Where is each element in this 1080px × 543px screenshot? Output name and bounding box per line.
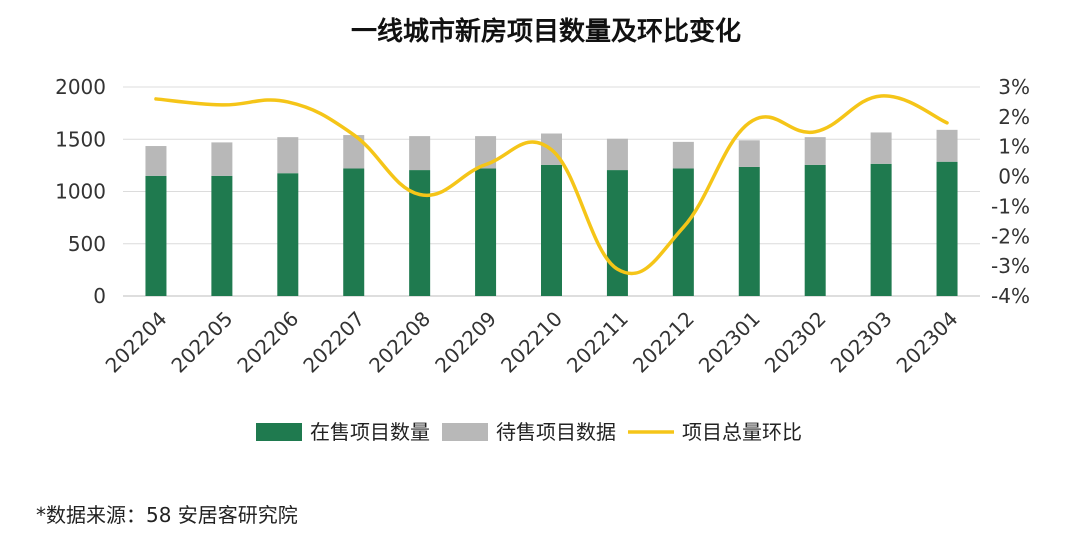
bar-pending bbox=[475, 136, 497, 169]
bar-pending bbox=[870, 132, 892, 164]
x-tick-label: 202304 bbox=[892, 307, 963, 378]
y-right-tick-label: -2% bbox=[991, 224, 1030, 248]
y-right-tick-label: -1% bbox=[991, 194, 1030, 218]
bar-on-sale bbox=[804, 164, 826, 296]
x-tick-label: 202206 bbox=[232, 307, 303, 378]
bar-on-sale bbox=[606, 170, 628, 296]
x-tick-label: 202208 bbox=[364, 307, 435, 378]
y-left-tick-label: 1500 bbox=[55, 127, 106, 151]
y-right-tick-label: 1% bbox=[998, 135, 1030, 159]
y-right-tick-label: 0% bbox=[998, 165, 1030, 189]
chart-title: 一线城市新房项目数量及环比变化 bbox=[351, 16, 741, 47]
legend-swatch bbox=[256, 423, 302, 441]
x-tick-label: 202207 bbox=[298, 307, 369, 378]
y-right-tick-label: -4% bbox=[991, 284, 1030, 308]
x-tick-label: 202302 bbox=[760, 307, 831, 378]
bar-on-sale bbox=[343, 168, 365, 296]
bar-on-sale bbox=[211, 175, 233, 296]
bar-pending bbox=[145, 146, 167, 176]
x-tick-label: 202205 bbox=[166, 307, 237, 378]
bar-pending bbox=[211, 142, 233, 176]
right-axis: -4% -3% -2% -1% 0% 1% 2% 3% bbox=[991, 75, 1030, 308]
bar-on-sale bbox=[870, 163, 892, 296]
x-tick-label: 202301 bbox=[694, 307, 765, 378]
x-tick-label: 202204 bbox=[101, 307, 172, 378]
legend: 在售项目数量 待售项目数据 项目总量环比 bbox=[256, 420, 802, 444]
bar-pending bbox=[277, 137, 299, 174]
bar-pending bbox=[738, 140, 760, 167]
bar-on-sale bbox=[738, 166, 760, 296]
bar-on-sale bbox=[672, 168, 694, 296]
y-left-tick-label: 500 bbox=[68, 232, 106, 256]
y-right-tick-label: 2% bbox=[998, 105, 1030, 129]
bar-on-sale bbox=[475, 168, 497, 296]
y-right-tick-label: 3% bbox=[998, 75, 1030, 99]
legend-label: 在售项目数量 bbox=[310, 420, 430, 444]
source-note: *数据来源：58 安居客研究院 bbox=[36, 503, 298, 527]
left-axis: 0 500 1000 1500 2000 bbox=[55, 75, 106, 308]
legend-label: 项目总量环比 bbox=[682, 420, 802, 444]
y-right-tick-label: -3% bbox=[991, 254, 1030, 278]
x-tick-label: 202209 bbox=[430, 307, 501, 378]
bar-pending bbox=[343, 135, 365, 169]
bar-pending bbox=[606, 138, 628, 171]
legend-swatch bbox=[442, 423, 488, 441]
y-left-tick-label: 1000 bbox=[55, 180, 106, 204]
x-tick-label: 202210 bbox=[496, 307, 567, 378]
bar-pending bbox=[672, 141, 694, 169]
bars bbox=[145, 129, 958, 296]
legend-label: 待售项目数据 bbox=[496, 420, 616, 444]
bar-on-sale bbox=[541, 164, 562, 296]
line-series-mom bbox=[154, 94, 949, 276]
y-left-tick-label: 0 bbox=[93, 284, 106, 308]
bar-on-sale bbox=[936, 161, 958, 296]
bar-on-sale bbox=[145, 175, 167, 296]
bar-pending bbox=[936, 129, 958, 162]
bar-on-sale bbox=[409, 170, 431, 296]
x-axis: 2022042022052022062022072022082022092022… bbox=[101, 307, 963, 378]
x-tick-label: 202212 bbox=[628, 307, 699, 378]
y-left-tick-label: 2000 bbox=[55, 75, 106, 99]
bar-on-sale bbox=[277, 173, 299, 296]
x-tick-label: 202303 bbox=[826, 307, 897, 378]
bar-pending bbox=[409, 136, 431, 171]
bar-pending bbox=[804, 137, 826, 165]
x-tick-label: 202211 bbox=[562, 307, 633, 378]
line-layer bbox=[154, 94, 949, 276]
